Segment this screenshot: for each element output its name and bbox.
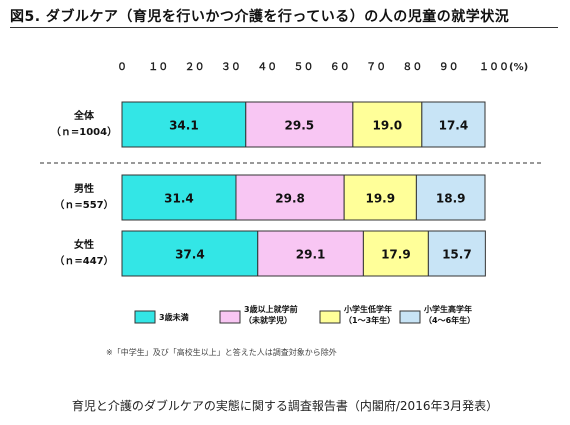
x-tick-label: ９０ [439, 61, 459, 73]
legend-label: 3歳以上就学前 [244, 304, 298, 314]
x-tick-label: ３０ [221, 61, 241, 73]
bar-value-label: 29.5 [285, 119, 315, 133]
x-tick-label: ７０ [366, 61, 386, 73]
legend-label: （4～6年生） [424, 315, 475, 325]
bar-value-label: 17.9 [381, 248, 411, 262]
legend-swatch [399, 310, 421, 324]
legend-label: 小学生高学年 [423, 304, 472, 314]
category-label: 全体 [73, 109, 95, 122]
bar-segment [257, 230, 364, 277]
bar-rows: 全体 （ｎ=1004） 34.1 29.5 19.0 17.4 男性 （ｎ=557） 31.4 2… [51, 101, 486, 277]
bar-row: 全体 （ｎ=1004） 34.1 29.5 19.0 17.4 [51, 101, 486, 148]
legend-swatch [219, 310, 241, 324]
bar-segment [421, 101, 486, 148]
bar-value-label: 29.8 [275, 192, 305, 206]
legend-label: 3歳未満 [159, 312, 189, 322]
x-tick-label: ２０ [185, 61, 205, 73]
chart-title: 図5. ダブルケア（育児を行いかつ介護を行っている）の人の児童の就学状況 [10, 9, 510, 25]
x-tick-label: ８０ [402, 61, 422, 73]
bar-value-label: 19.0 [373, 119, 403, 133]
bar-value-label: 31.4 [164, 192, 194, 206]
legend-swatch [134, 310, 156, 324]
legend-item: 小学生低学年（1～3年生） [319, 304, 395, 325]
bar-value-label: 34.1 [169, 119, 199, 133]
bar-segment [427, 230, 486, 277]
category-label: 女性 [74, 238, 94, 251]
bar-value-label: 15.7 [442, 248, 472, 262]
bar-value-label: 29.1 [296, 248, 326, 262]
bar-segment [121, 101, 247, 148]
bar-segment [121, 230, 259, 277]
title-underline [10, 27, 558, 28]
bar-value-label: 19.9 [365, 192, 395, 206]
x-axis-ticks: ０ １０ ２０ ３０ ４０ ５０ ６０ ７０ ８０ ９０ １００(%) [117, 61, 528, 73]
bar-segment [362, 230, 429, 277]
legend-label: （1～3年生） [344, 315, 395, 325]
bar-segment [415, 174, 486, 221]
category-sample-size: （ｎ=557） [54, 198, 113, 211]
bar-segment [352, 101, 423, 148]
x-tick-label: １０ [148, 61, 168, 73]
x-tick-label: ０ [117, 61, 127, 73]
bar-row: 女性 （ｎ=447） 37.4 29.1 17.9 15.7 [54, 230, 486, 277]
bar-value-label: 17.4 [439, 119, 469, 133]
category-label: 男性 [74, 182, 94, 195]
legend-item: 3歳以上就学前（未就学児） [219, 304, 298, 325]
source-caption: 育児と介護のダブルケアの実態に関する調査報告書（内閣府/2016年3月発表） [71, 399, 499, 413]
legend: 3歳未満3歳以上就学前（未就学児）小学生低学年（1～3年生）小学生高学年（4～6… [134, 304, 475, 325]
exclusion-note: ※「中学生」及び「高校生以上」と答えた人は調査対象から除外 [106, 347, 337, 357]
bar-segment [235, 174, 345, 221]
x-tick-label: ５０ [294, 61, 314, 73]
legend-item: 3歳未満 [134, 310, 189, 324]
legend-swatch [319, 310, 341, 324]
legend-label: （未就学児） [244, 315, 292, 325]
legend-label: 小学生低学年 [343, 304, 392, 314]
legend-item: 小学生高学年（4～6年生） [399, 304, 475, 325]
x-tick-label: １００(%) [479, 61, 528, 73]
bar-value-label: 37.4 [175, 248, 205, 262]
category-sample-size: （ｎ=1004） [51, 125, 117, 138]
x-tick-label: ６０ [330, 61, 350, 73]
x-tick-label: ４０ [257, 61, 277, 73]
bar-segment [343, 174, 417, 221]
category-sample-size: （ｎ=447） [54, 254, 113, 267]
bar-row: 男性 （ｎ=557） 31.4 29.8 19.9 18.9 [54, 174, 486, 221]
bar-value-label: 18.9 [436, 192, 466, 206]
bar-segment [245, 101, 354, 148]
